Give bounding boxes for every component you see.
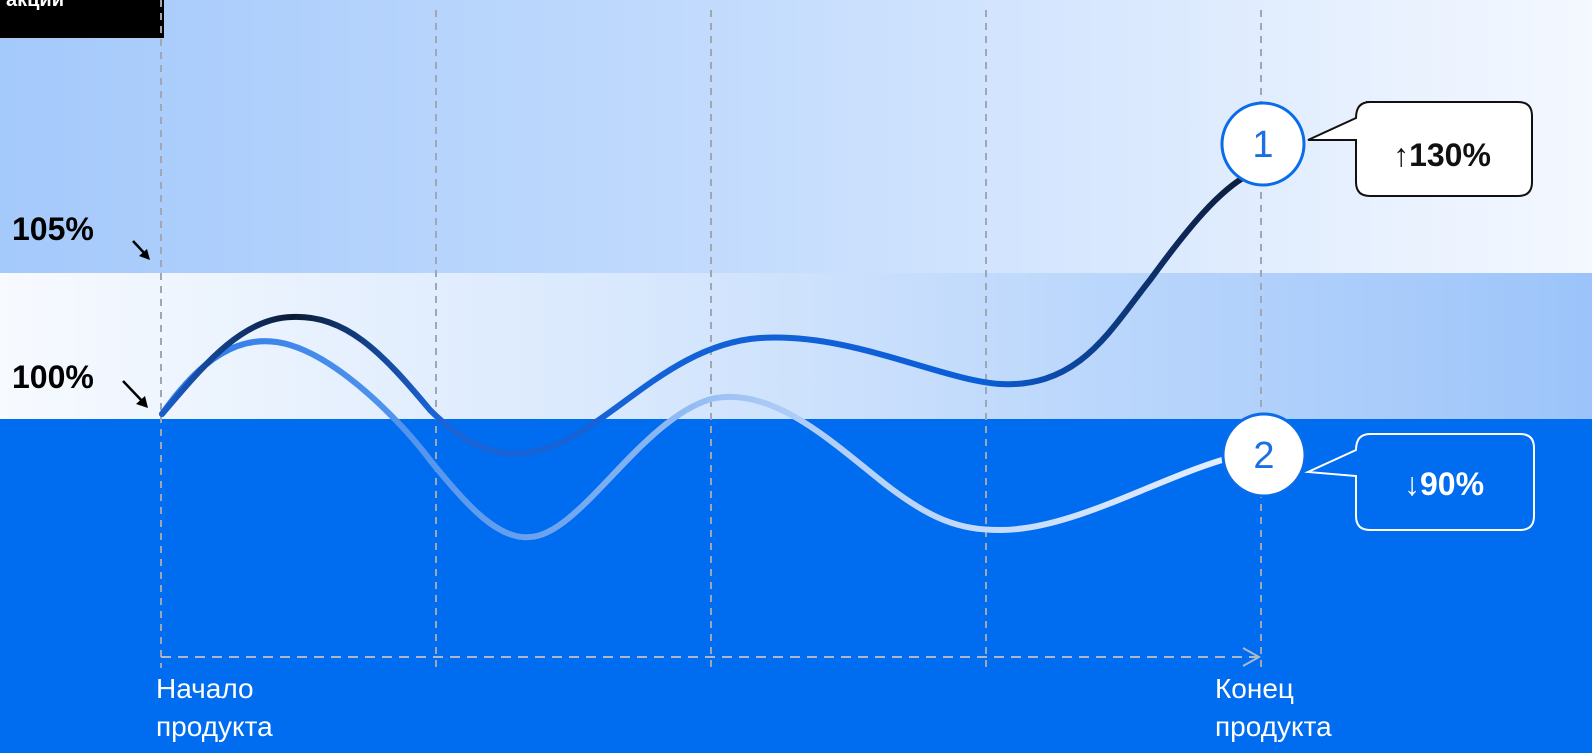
curve-product-2 <box>159 338 1225 541</box>
level-arrow-105 <box>132 240 150 260</box>
start-label-line1: Начало <box>156 673 254 704</box>
level-label-105: 105% <box>12 211 94 247</box>
curve-product-1 <box>159 172 1251 457</box>
callout-2-text: ↓90% <box>1404 466 1484 502</box>
level-label-100: 100% <box>12 359 94 395</box>
end-label-line1: Конец <box>1215 673 1294 704</box>
callout-1-text: ↑130% <box>1393 137 1491 173</box>
marker-2-number: 2 <box>1253 435 1274 477</box>
marker-2: 2 <box>1221 412 1307 498</box>
lower-band <box>0 419 1592 753</box>
level-arrow-100 <box>122 380 148 408</box>
callout-1: ↑130% <box>1307 101 1533 197</box>
middle-band <box>0 273 1592 419</box>
callout-2: ↓90% <box>1304 433 1535 531</box>
marker-1-number: 1 <box>1252 124 1273 166</box>
top-badge <box>0 0 164 38</box>
vertical-gridlines <box>160 0 1262 668</box>
end-label-line2: продукта <box>1215 711 1332 742</box>
top-badge-text: акции <box>6 0 64 11</box>
time-axis-arrow <box>161 647 1262 667</box>
start-label-line2: продукта <box>156 711 273 742</box>
marker-1: 1 <box>1220 101 1306 187</box>
